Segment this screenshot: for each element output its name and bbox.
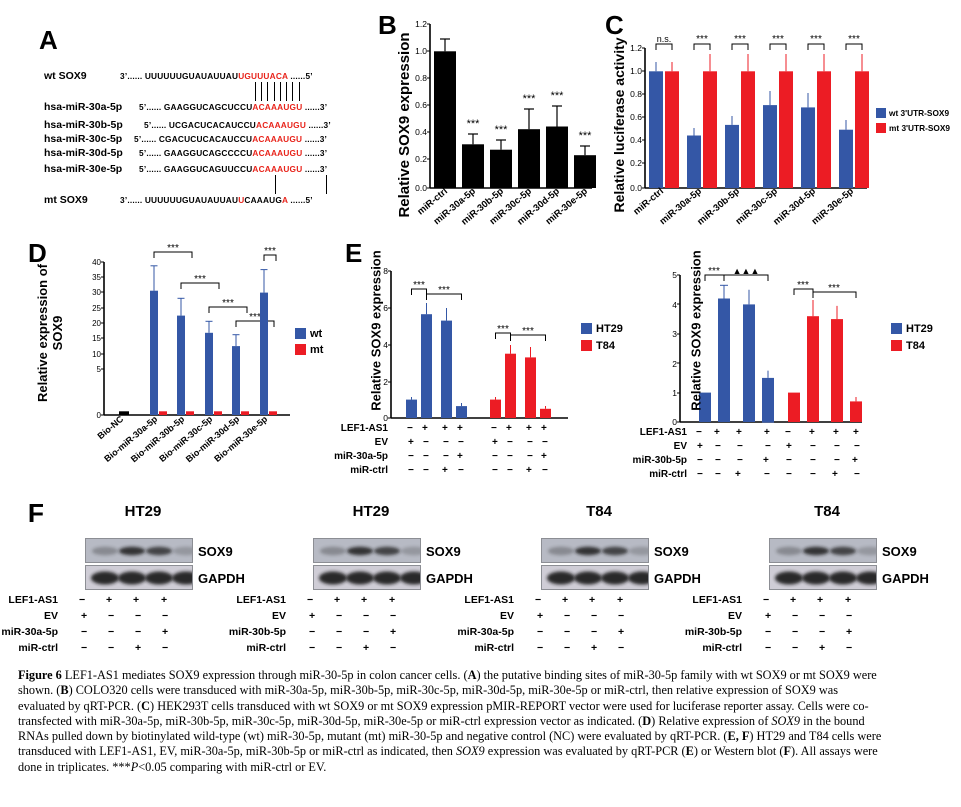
svg-text:0.6: 0.6	[415, 100, 427, 110]
svg-text:***: ***	[810, 34, 822, 45]
svg-text:0.8: 0.8	[630, 89, 642, 99]
svg-text:miR-30e-5p: miR-30e-5p	[810, 186, 856, 227]
svg-text:n.s.: n.s.	[657, 34, 672, 44]
svg-text:0.4: 0.4	[630, 135, 642, 145]
svg-text:***: ***	[797, 280, 809, 291]
svg-text:5: 5	[672, 270, 677, 280]
svg-text:2: 2	[672, 359, 677, 369]
svg-text:0.2: 0.2	[415, 154, 427, 164]
svg-text:0: 0	[383, 413, 388, 423]
svg-text:1.2: 1.2	[415, 19, 427, 29]
svg-text:***: ***	[438, 285, 450, 296]
svg-text:20: 20	[92, 319, 101, 328]
svg-text:wt 3'UTR-SOX9: wt 3'UTR-SOX9	[888, 108, 949, 118]
svg-text:1: 1	[672, 388, 677, 398]
svg-text:***: ***	[249, 312, 261, 323]
svg-text:***: ***	[734, 34, 746, 45]
svg-text:HT29: HT29	[596, 323, 623, 335]
svg-text:15: 15	[92, 334, 101, 343]
svg-text:***: ***	[194, 274, 206, 285]
svg-text:4: 4	[383, 340, 388, 350]
svg-text:Relative SOX9 expression: Relative SOX9 expression	[396, 32, 413, 217]
svg-text:wt: wt	[309, 328, 323, 340]
svg-text:Relative luciferase activity: Relative luciferase activity	[611, 37, 627, 212]
svg-text:mt 3'UTR-SOX9: mt 3'UTR-SOX9	[889, 123, 950, 133]
svg-text:***: ***	[522, 326, 534, 337]
svg-text:0.0: 0.0	[415, 183, 427, 193]
svg-text:2: 2	[383, 377, 388, 387]
svg-text:8: 8	[383, 266, 388, 276]
svg-text:***: ***	[497, 324, 509, 335]
svg-text:6: 6	[383, 303, 388, 313]
svg-text:10: 10	[92, 350, 101, 359]
svg-text:***: ***	[467, 118, 481, 130]
svg-text:25: 25	[92, 304, 101, 313]
svg-text:***: ***	[696, 34, 708, 45]
svg-text:mt: mt	[310, 344, 324, 356]
svg-text:0.8: 0.8	[415, 73, 427, 83]
svg-text:30: 30	[92, 288, 101, 297]
svg-text:***: ***	[848, 34, 860, 45]
svg-text:0.0: 0.0	[630, 183, 642, 193]
svg-text:0: 0	[97, 411, 102, 420]
svg-text:***: ***	[222, 298, 234, 309]
svg-text:***: ***	[708, 266, 720, 277]
svg-text:***: ***	[413, 280, 425, 291]
svg-text:***: ***	[828, 283, 840, 294]
svg-text:40: 40	[92, 258, 101, 267]
svg-text:***: ***	[579, 130, 593, 142]
svg-text:1.2: 1.2	[630, 43, 642, 53]
svg-text:▲▲▲: ▲▲▲	[733, 266, 760, 276]
svg-text:T84: T84	[906, 340, 926, 352]
svg-text:***: ***	[772, 34, 784, 45]
svg-text:***: ***	[264, 246, 276, 257]
svg-text:5: 5	[97, 365, 102, 374]
svg-text:0: 0	[672, 417, 677, 427]
svg-text:1.0: 1.0	[630, 66, 642, 76]
svg-text:0.2: 0.2	[630, 158, 642, 168]
svg-text:HT29: HT29	[906, 323, 933, 335]
svg-text:***: ***	[167, 243, 179, 254]
svg-text:3: 3	[672, 329, 677, 339]
svg-text:0.4: 0.4	[415, 127, 427, 137]
svg-text:***: ***	[495, 124, 509, 136]
svg-text:1.0: 1.0	[415, 46, 427, 56]
svg-text:***: ***	[523, 93, 537, 105]
svg-text:35: 35	[92, 273, 101, 282]
svg-text:Bio-miR-30e-5p: Bio-miR-30e-5p	[212, 414, 269, 464]
svg-text:0.6: 0.6	[630, 112, 642, 122]
svg-text:4: 4	[672, 300, 677, 310]
svg-text:***: ***	[551, 90, 565, 102]
svg-text:T84: T84	[596, 340, 616, 352]
